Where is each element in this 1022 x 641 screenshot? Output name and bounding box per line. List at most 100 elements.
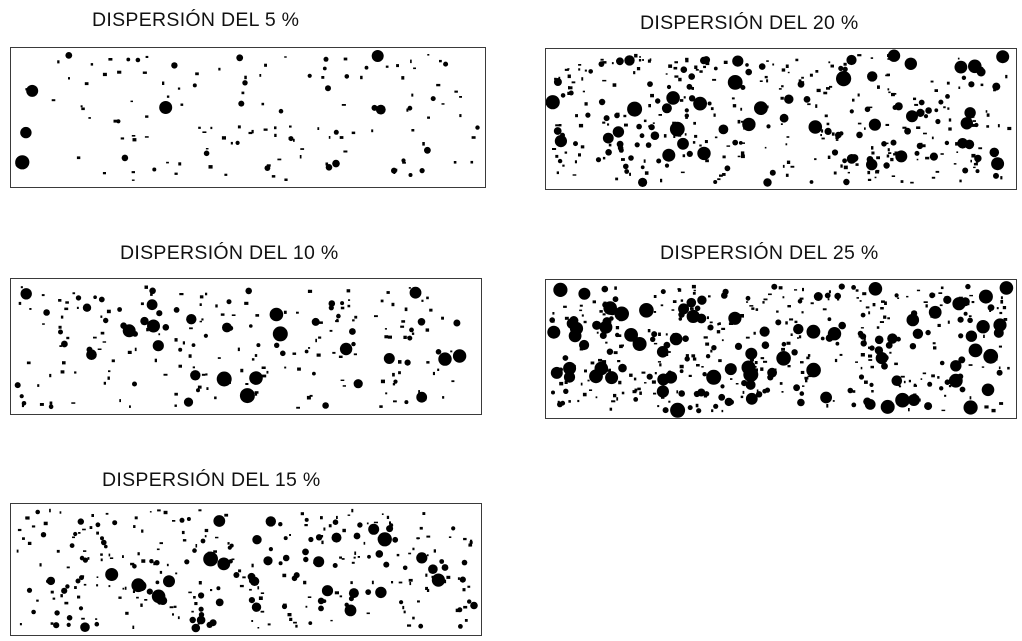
particle	[959, 386, 966, 393]
particle	[664, 163, 670, 168]
particle	[96, 576, 99, 578]
particle	[199, 320, 202, 323]
particle	[735, 383, 739, 385]
particle	[897, 384, 901, 387]
particle	[136, 596, 139, 599]
particle	[826, 122, 830, 126]
particle	[602, 61, 607, 64]
particle	[437, 368, 440, 371]
particle	[82, 303, 92, 312]
particle	[278, 522, 283, 527]
particle	[198, 126, 201, 129]
particle	[673, 66, 678, 70]
particle	[695, 69, 699, 71]
particle	[204, 535, 207, 538]
particle	[19, 623, 22, 626]
particle	[870, 57, 874, 59]
particle	[467, 599, 472, 604]
particle	[459, 114, 462, 118]
particle	[692, 292, 696, 295]
particle	[341, 104, 346, 106]
particle	[993, 327, 1004, 338]
particle	[201, 318, 204, 321]
particle	[27, 541, 32, 545]
particle	[105, 568, 119, 581]
particle	[205, 148, 209, 150]
particle	[430, 96, 436, 102]
particle	[742, 390, 745, 394]
particle	[843, 165, 848, 170]
particle	[709, 321, 713, 324]
dot-field	[16, 508, 478, 633]
particle	[458, 624, 463, 629]
particle	[431, 575, 435, 579]
particle	[166, 563, 169, 567]
particle	[787, 71, 790, 74]
particle	[292, 352, 297, 355]
particle	[271, 175, 276, 178]
particle	[813, 292, 823, 301]
particle	[721, 409, 724, 413]
particle	[887, 333, 898, 344]
particle	[948, 385, 952, 388]
particle	[93, 336, 97, 339]
particle	[228, 559, 233, 564]
particle	[999, 402, 1004, 405]
particle	[578, 123, 584, 128]
particle	[609, 407, 613, 411]
particle	[325, 85, 331, 92]
particle	[121, 154, 129, 162]
particle	[913, 383, 917, 387]
particle	[146, 299, 158, 311]
particle	[763, 298, 768, 301]
particle	[781, 341, 787, 347]
particle	[1003, 318, 1008, 321]
particle	[353, 353, 357, 356]
particle	[163, 575, 175, 588]
particle	[654, 372, 657, 375]
particle	[409, 286, 422, 299]
particle	[927, 381, 933, 387]
particle	[785, 173, 789, 177]
particle	[22, 537, 25, 540]
particle	[54, 610, 60, 616]
particle	[950, 360, 962, 372]
particle	[851, 402, 857, 408]
particle	[293, 621, 297, 624]
particle	[572, 174, 577, 176]
particle	[408, 552, 412, 555]
particle	[847, 387, 854, 394]
particle	[598, 98, 606, 106]
particle	[51, 99, 56, 102]
particle	[860, 353, 865, 357]
panel-title: DISPERSIÓN DEL 10 %	[120, 242, 339, 264]
particle	[389, 521, 391, 525]
particle	[463, 537, 467, 541]
particle	[639, 303, 654, 318]
particle	[199, 303, 202, 306]
particle	[603, 369, 606, 373]
particle	[409, 582, 412, 586]
particle	[624, 169, 630, 174]
particle	[386, 515, 390, 519]
particle	[259, 374, 262, 378]
particle	[876, 326, 880, 329]
particle	[989, 309, 992, 312]
particle	[776, 310, 779, 313]
particle	[346, 289, 351, 293]
particle	[874, 335, 884, 345]
particle	[605, 369, 610, 372]
particle	[724, 363, 737, 376]
particle	[581, 77, 584, 81]
particle	[698, 318, 702, 321]
particle	[868, 359, 873, 361]
particle	[858, 374, 865, 380]
particle	[236, 54, 244, 62]
particle	[972, 120, 976, 122]
particle	[31, 609, 36, 615]
particle	[864, 106, 871, 113]
particle	[740, 120, 744, 123]
particle	[203, 333, 208, 338]
particle	[475, 125, 480, 130]
particle	[340, 379, 345, 381]
